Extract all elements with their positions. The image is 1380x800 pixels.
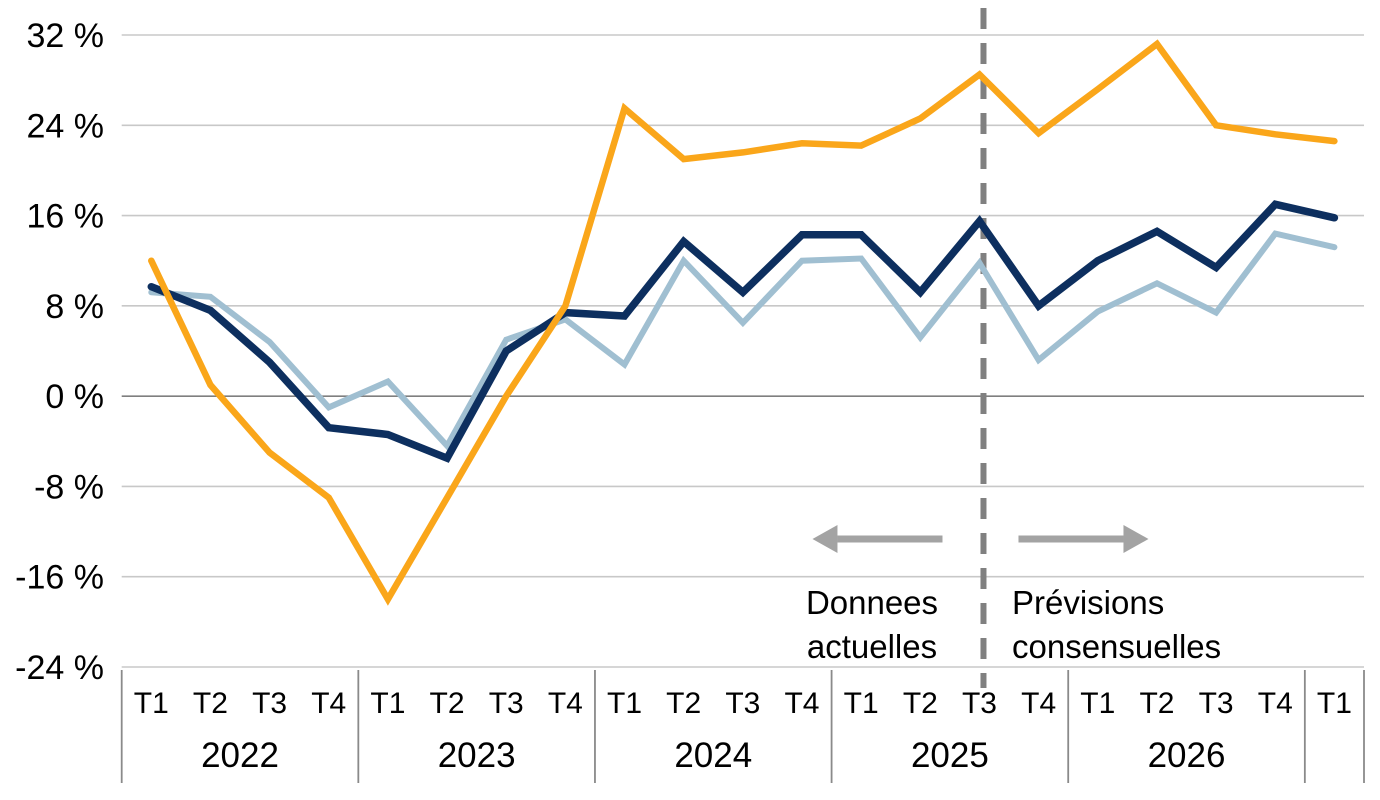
y-axis-tick-label: 32 % — [27, 17, 105, 55]
y-axis-tick-label: 24 % — [27, 107, 105, 145]
annotation-forecast-line1: Prévisions — [1012, 584, 1165, 621]
left-arrow-icon — [812, 525, 838, 553]
series-light-blue-line — [148, 230, 1338, 451]
y-axis-tick-label: -24 % — [15, 649, 104, 687]
x-axis-year-label: 2025 — [911, 736, 989, 775]
x-axis-quarter-label: T1 — [607, 687, 642, 720]
x-axis-quarter-label: T3 — [1199, 687, 1234, 720]
series-navy-line — [147, 200, 1339, 463]
y-axis-tick-label: 0 % — [45, 378, 104, 416]
annotation-actual-data: Donnees actuelles — [782, 581, 962, 669]
annotation-actual-line1: Donnees — [805, 584, 939, 621]
x-axis-quarter-label: T2 — [666, 687, 701, 720]
x-axis-quarter-label: T1 — [844, 687, 879, 720]
x-axis-quarter-label: T1 — [1317, 687, 1352, 720]
y-axis-tick-label: 8 % — [45, 288, 104, 326]
x-axis-quarter-label: T2 — [430, 687, 465, 720]
y-axis-tick-label: -8 % — [34, 468, 104, 506]
annotation-forecast: Prévisions consensuelles — [1012, 581, 1342, 669]
x-axis-quarter-label: T4 — [1258, 687, 1293, 720]
x-axis-quarter-label: T2 — [903, 687, 938, 720]
x-axis-quarter-label: T4 — [1021, 687, 1056, 720]
x-axis-quarter-label: T2 — [1139, 687, 1174, 720]
x-axis-year-label: 2023 — [438, 736, 516, 775]
x-axis-quarter-label: T3 — [725, 687, 760, 720]
x-axis-quarter-label: T4 — [311, 687, 346, 720]
annotation-actual-line2: actuelles — [806, 628, 938, 665]
right-arrow-icon — [1123, 525, 1149, 553]
x-axis-quarter-label: T1 — [134, 687, 169, 720]
x-axis-quarter-label: T3 — [962, 687, 997, 720]
series-orange-line — [148, 39, 1338, 606]
y-axis-tick-label: -16 % — [15, 559, 104, 597]
x-axis-quarter-label: T3 — [489, 687, 524, 720]
y-axis-tick-label: 16 % — [27, 198, 105, 236]
x-axis-quarter-label: T1 — [370, 687, 405, 720]
x-axis-quarter-label: T4 — [548, 687, 583, 720]
x-axis-quarter-label: T4 — [784, 687, 819, 720]
x-axis-year-label: 2026 — [1148, 736, 1226, 775]
x-axis-quarter-label: T2 — [193, 687, 228, 720]
x-axis-year-label: 2022 — [201, 736, 279, 775]
x-axis-year-label: 2024 — [674, 736, 752, 775]
x-axis-quarter-label: T3 — [252, 687, 287, 720]
annotation-forecast-line2: consensuelles — [1012, 628, 1222, 665]
x-axis-quarter-label: T1 — [1080, 687, 1115, 720]
